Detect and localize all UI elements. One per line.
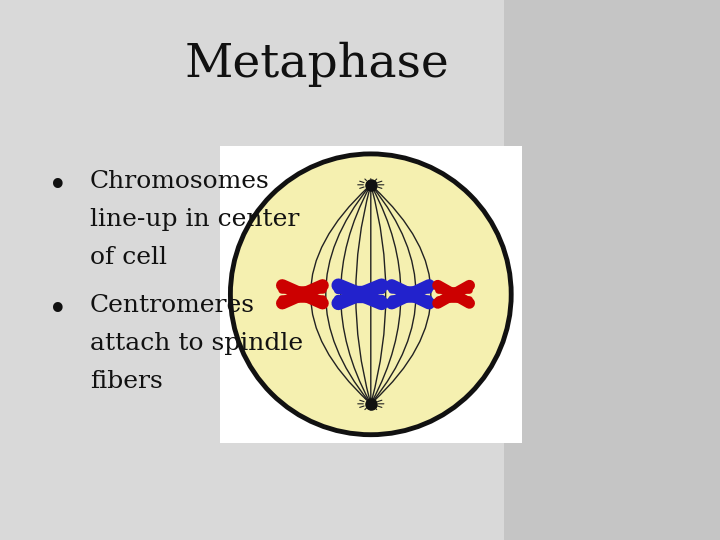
Text: line-up in center: line-up in center (90, 208, 300, 231)
Bar (0, 0, 504, 540)
Text: of cell: of cell (90, 246, 167, 269)
Text: Centromeres: Centromeres (90, 294, 255, 318)
Bar (504, 0, 720, 540)
Text: Metaphase: Metaphase (184, 42, 449, 87)
Ellipse shape (230, 154, 511, 435)
Text: •: • (48, 294, 68, 327)
Text: •: • (48, 170, 68, 203)
Bar (220, 146, 522, 443)
Text: Chromosomes: Chromosomes (90, 170, 270, 193)
Text: fibers: fibers (90, 370, 163, 393)
Text: attach to spindle: attach to spindle (90, 332, 303, 355)
